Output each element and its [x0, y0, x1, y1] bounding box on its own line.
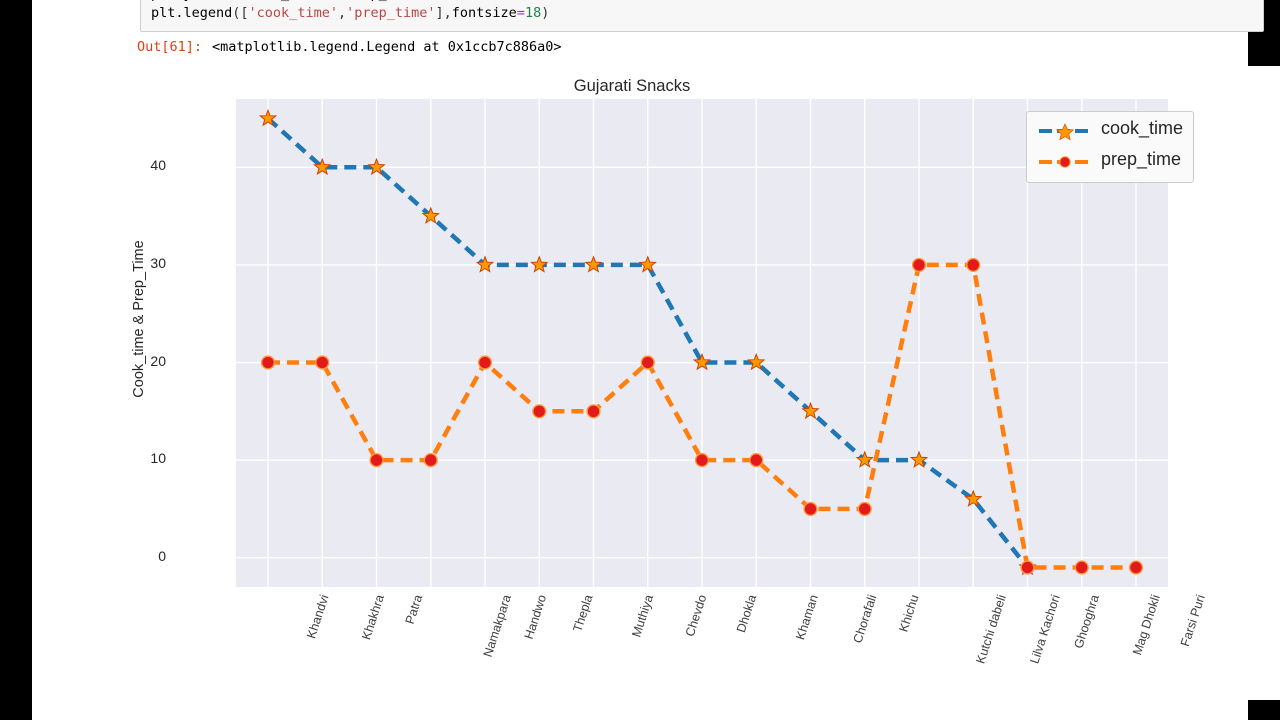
letterbox-left — [0, 0, 32, 720]
legend-entry-cook-time[interactable]: cook_time — [1027, 116, 1193, 146]
data-point — [586, 404, 601, 419]
y-tick-label: 40 — [150, 157, 166, 174]
data-point — [1128, 560, 1144, 575]
output-prompt: Out[61]: — [136, 39, 202, 55]
legend-sample-cook-time — [1039, 123, 1091, 140]
data-point — [694, 453, 710, 468]
chart-title: Gujarati Snacks — [573, 77, 691, 95]
x-tick-label: Chevdo — [682, 593, 710, 639]
output-row: Out[61]: <matplotlib.legend.Legend at 0x… — [64, 39, 1280, 63]
data-point — [803, 501, 818, 517]
code-cell[interactable]: plt.ylabel('Cook_time & Prep_time') plt.… — [140, 0, 1264, 32]
data-point — [855, 450, 874, 468]
code-token-comma: , — [337, 5, 347, 21]
x-tick-label: Namakpara — [480, 593, 514, 659]
code-token-open: ([ — [232, 5, 249, 21]
data-point — [367, 157, 386, 176]
data-point — [423, 453, 438, 468]
data-point — [966, 257, 981, 273]
data-point — [911, 257, 927, 273]
data-point — [964, 489, 983, 507]
code-token-func: plt.legend — [151, 5, 233, 21]
code-token-close-paren: ) — [541, 5, 550, 21]
x-tick-label: Kutchi dabeli — [973, 593, 1009, 666]
code-line-partial: plt.ylabel('Cook_time & Prep_time') — [141, 0, 1263, 4]
x-tick-label: Farsi Puri — [1177, 593, 1208, 649]
data-point — [1074, 560, 1089, 575]
x-tick-label: Ghooghra — [1070, 593, 1102, 651]
chart-legend[interactable]: cook_time prep_time — [1026, 111, 1194, 183]
data-point — [857, 501, 872, 517]
data-point — [530, 255, 549, 273]
code-token-close-bracket: ], — [435, 5, 452, 21]
code-token-number: 18 — [524, 5, 542, 21]
code-token-str1: 'cook_time' — [248, 5, 338, 21]
data-point — [909, 450, 929, 468]
legend-sample-prep-time — [1039, 156, 1091, 168]
data-point — [475, 255, 495, 273]
x-tick-label: Handwo — [521, 593, 550, 641]
x-tick-label: Chorafali — [850, 593, 879, 645]
code-token-str2: 'prep_time' — [346, 5, 436, 21]
y-tick-label: 10 — [150, 450, 166, 467]
matplotlib-figure: Gujarati Snacks Cook_time & Prep_Time 0 1… — [64, 66, 1280, 700]
plot-area: cook_time prep_time — [236, 99, 1194, 587]
data-point — [749, 453, 764, 468]
x-tick-label: Mag Dhokli — [1129, 593, 1163, 657]
y-tick-label: 30 — [150, 254, 166, 271]
x-tick-label: Patra — [402, 593, 425, 626]
code-token-equals: = — [516, 5, 525, 21]
data-point — [532, 404, 547, 419]
x-tick-label: Khandvi — [304, 593, 332, 641]
data-point — [421, 206, 440, 224]
x-tick-label: Thepla — [570, 593, 596, 634]
data-point — [638, 255, 657, 273]
legend-label-prep-time: prep_time — [1101, 149, 1182, 169]
plot-svg — [236, 99, 1168, 587]
code-line-partial-text: plt.ylabel('Cook_time & Prep_time') — [151, 0, 435, 2]
x-tick-label: Muthiya — [628, 593, 656, 639]
notebook-page: plt.ylabel('Cook_time & Prep_time') plt.… — [32, 0, 1280, 720]
x-tick-label: Khaman — [793, 593, 822, 642]
y-tick-label: 0 — [158, 547, 166, 564]
data-point — [258, 108, 278, 127]
data-point — [315, 355, 330, 370]
code-token-kwarg: fontsize — [451, 5, 517, 21]
x-tick-label: Lilva Kachori — [1027, 593, 1064, 666]
data-point — [369, 453, 384, 468]
y-axis-label: Cook_time & Prep_Time — [131, 240, 147, 398]
data-point — [640, 355, 655, 370]
x-tick-label: Dhokla — [733, 593, 760, 635]
data-point — [1020, 560, 1035, 575]
data-point — [692, 352, 712, 371]
data-point — [801, 401, 820, 420]
x-tick-label: Khichu — [896, 593, 922, 634]
data-point — [260, 355, 276, 370]
data-point — [477, 355, 493, 370]
data-point — [313, 157, 332, 176]
legend-label-cook-time: cook_time — [1101, 118, 1184, 138]
x-tick-label: Khakhra — [359, 593, 388, 642]
data-point — [747, 352, 766, 371]
code-line-legend: plt.legend(['cook_time','prep_time'],fon… — [141, 4, 1263, 23]
output-text: <matplotlib.legend.Legend at 0x1ccb7c886… — [212, 39, 562, 55]
legend-entry-prep-time[interactable]: prep_time — [1027, 147, 1193, 177]
data-point — [584, 255, 603, 273]
y-tick-label: 20 — [150, 352, 166, 369]
